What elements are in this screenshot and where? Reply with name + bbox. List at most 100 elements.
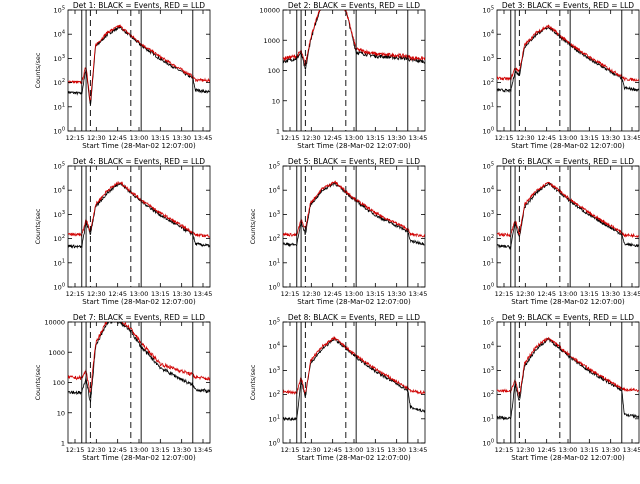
x-tick-label: 12:30 xyxy=(516,290,535,298)
x-tick-label: 12:30 xyxy=(302,446,321,454)
plot-frame xyxy=(67,165,211,288)
y-tick-label: 101 xyxy=(269,258,280,267)
y-tick-label: 100 xyxy=(483,439,494,448)
x-tick-label: 13:30 xyxy=(172,134,191,142)
x-tick-label: 13:15 xyxy=(580,134,599,142)
x-tick-label: 13:00 xyxy=(130,290,149,298)
x-tick-label: 12:45 xyxy=(323,290,342,298)
y-tick-label: 104 xyxy=(54,30,65,39)
y-tick-label: 10000 xyxy=(259,7,280,15)
x-tick-label: 13:45 xyxy=(194,134,213,142)
series-line-events xyxy=(283,10,425,71)
x-tick-label: 13:15 xyxy=(580,446,599,454)
x-axis-label: Start Time (28-Mar-02 12:07:00) xyxy=(511,454,625,462)
x-axis-label: Start Time (28-Mar-02 12:07:00) xyxy=(82,298,196,306)
chart-title: Det 9: BLACK = Events, RED = LLD xyxy=(502,313,634,322)
y-tick-label: 105 xyxy=(54,162,65,171)
plot-frame xyxy=(496,321,640,444)
y-tick-label: 10 xyxy=(272,97,280,105)
y-axis-label: Counts/sec xyxy=(249,208,257,244)
x-tick-label: 13:45 xyxy=(623,290,640,298)
x-tick-label: 13:00 xyxy=(345,290,364,298)
series-line-events xyxy=(497,337,639,421)
x-tick-label: 13:00 xyxy=(345,134,364,142)
x-tick-label: 13:30 xyxy=(601,134,620,142)
y-tick-label: 100 xyxy=(53,379,65,387)
x-tick-label: 12:30 xyxy=(516,446,535,454)
y-tick-label: 103 xyxy=(54,54,65,63)
y-tick-label: 100 xyxy=(269,283,280,292)
y-tick-label: 103 xyxy=(483,54,494,63)
series-line-lld xyxy=(497,336,639,398)
x-axis-label: Start Time (28-Mar-02 12:07:00) xyxy=(297,298,411,306)
x-tick-label: 13:15 xyxy=(151,134,170,142)
plot-data-area xyxy=(283,180,425,248)
x-tick-label: 12:45 xyxy=(108,134,127,142)
x-tick-label: 12:15 xyxy=(281,290,300,298)
x-tick-label: 13:15 xyxy=(366,446,385,454)
plot-data-area xyxy=(497,181,639,250)
x-tick-label: 13:00 xyxy=(130,134,149,142)
y-tick-label: 105 xyxy=(483,162,494,171)
y-tick-label: 102 xyxy=(483,234,494,243)
series-line-events xyxy=(497,182,639,250)
x-tick-label: 12:15 xyxy=(281,446,300,454)
series-line-events xyxy=(283,181,425,248)
y-tick-label: 104 xyxy=(269,186,280,195)
x-tick-label: 13:15 xyxy=(151,290,170,298)
x-tick-label: 12:15 xyxy=(66,290,85,298)
y-tick-label: 105 xyxy=(54,6,65,15)
x-tick-label: 13:15 xyxy=(366,134,385,142)
y-tick-label: 100 xyxy=(268,67,280,75)
x-axis-label: Start Time (28-Mar-02 12:07:00) xyxy=(511,298,625,306)
y-tick-label: 104 xyxy=(54,186,65,195)
plot-data-area xyxy=(497,24,639,93)
x-tick-label: 13:30 xyxy=(601,446,620,454)
x-tick-label: 13:30 xyxy=(387,290,406,298)
y-tick-label: 104 xyxy=(483,186,494,195)
series-line-lld xyxy=(497,181,639,239)
y-tick-label: 101 xyxy=(54,258,65,267)
y-tick-label: 104 xyxy=(269,342,280,351)
x-tick-label: 13:00 xyxy=(559,290,578,298)
chart-title: Det 7: BLACK = Events, RED = LLD xyxy=(73,313,205,322)
x-tick-label: 12:15 xyxy=(495,134,514,142)
series-line-lld xyxy=(68,24,210,102)
x-tick-label: 13:00 xyxy=(559,134,578,142)
series-line-lld xyxy=(283,10,425,66)
chart-title: Det 8: BLACK = Events, RED = LLD xyxy=(288,313,420,322)
x-tick-label: 12:45 xyxy=(537,290,556,298)
y-tick-label: 101 xyxy=(483,102,494,111)
series-line-lld xyxy=(283,180,425,238)
plot-data-area xyxy=(283,335,425,422)
x-tick-label: 13:15 xyxy=(151,446,170,454)
series-line-lld xyxy=(68,181,210,238)
y-axis-label: Counts/sec xyxy=(34,364,42,400)
plot-data-area xyxy=(68,24,210,105)
x-tick-label: 13:45 xyxy=(623,446,640,454)
y-tick-label: 100 xyxy=(54,283,65,292)
x-tick-label: 13:30 xyxy=(387,446,406,454)
y-tick-label: 102 xyxy=(483,78,494,87)
y-tick-label: 105 xyxy=(269,162,280,171)
x-tick-label: 13:45 xyxy=(194,446,213,454)
x-tick-label: 13:30 xyxy=(172,446,191,454)
y-tick-label: 101 xyxy=(483,258,494,267)
x-tick-label: 13:30 xyxy=(387,134,406,142)
x-tick-label: 12:45 xyxy=(108,290,127,298)
x-tick-label: 12:45 xyxy=(537,446,556,454)
x-axis-label: Start Time (28-Mar-02 12:07:00) xyxy=(297,454,411,462)
y-tick-label: 100 xyxy=(269,439,280,448)
x-tick-label: 12:30 xyxy=(302,134,321,142)
x-tick-label: 12:45 xyxy=(108,446,127,454)
plot-frame xyxy=(67,9,211,132)
x-tick-label: 12:30 xyxy=(87,446,106,454)
y-tick-label: 103 xyxy=(483,210,494,219)
x-tick-label: 13:00 xyxy=(130,446,149,454)
